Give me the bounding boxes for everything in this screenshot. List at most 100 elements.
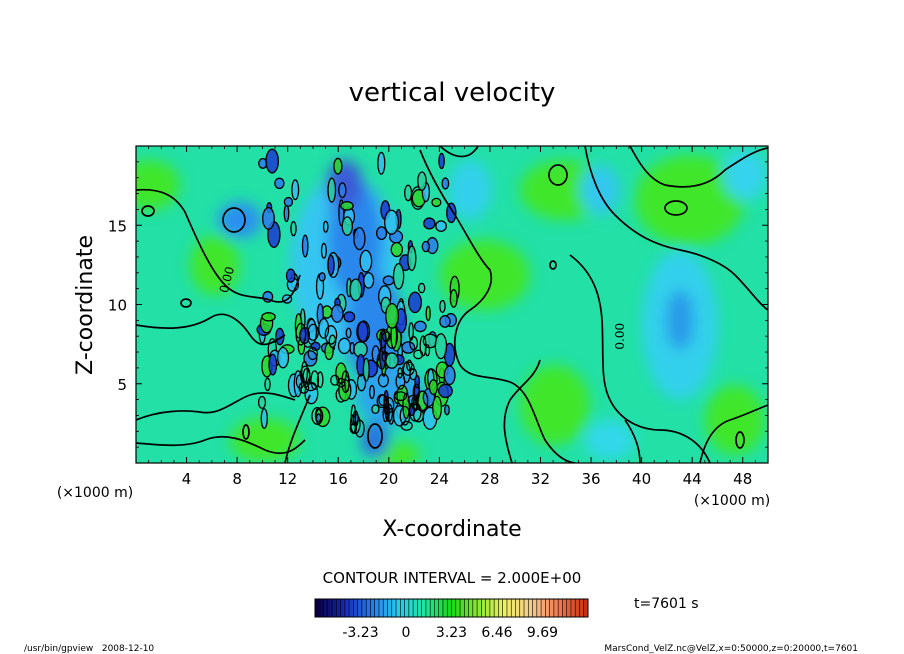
convective-cell	[330, 374, 340, 386]
convective-cell	[432, 395, 443, 420]
contour-line	[503, 359, 541, 463]
colorbar-swatch	[353, 599, 358, 617]
colorbar-swatch	[349, 599, 354, 617]
convective-cell	[311, 406, 324, 425]
colorbar-swatch	[425, 599, 431, 617]
convective-cell	[384, 209, 400, 235]
contour-line	[419, 149, 576, 463]
convective-cell	[285, 268, 296, 283]
colorbar-swatch	[455, 599, 461, 617]
contour-line	[136, 392, 296, 421]
convective-cell	[362, 357, 370, 382]
convective-cell	[336, 377, 346, 388]
convective-cell	[416, 390, 429, 412]
convective-cell	[316, 371, 324, 389]
convective-cell	[357, 320, 371, 343]
convective-cell	[379, 329, 387, 349]
contour-line	[629, 146, 768, 188]
convective-cell	[439, 315, 451, 328]
convective-cell	[338, 182, 347, 199]
colorbar-swatch	[447, 599, 452, 617]
convective-cell	[337, 337, 351, 355]
convective-cell	[330, 304, 344, 323]
convective-cell	[431, 197, 442, 208]
colorbar-swatch	[481, 599, 486, 617]
colorbar-tick-label: 6.46	[481, 625, 512, 641]
convective-cell	[307, 323, 319, 341]
x-axis: 4 8 12 16 20 24 28 32 36 40 44 48	[148, 146, 756, 488]
colorbar-swatch	[366, 599, 371, 617]
convective-cell	[409, 336, 419, 351]
colorbar-swatch	[400, 599, 405, 617]
colorbar-swatch	[327, 599, 333, 617]
y-tick-label: 5	[117, 376, 127, 394]
colorbar-swatch	[451, 599, 457, 617]
convective-cell	[421, 240, 431, 253]
colorbar-swatch	[374, 599, 380, 617]
convective-cell	[425, 305, 431, 322]
contour-line	[584, 146, 768, 311]
colorbar-swatch	[536, 599, 542, 617]
contour-value-label: 0.00	[613, 323, 627, 350]
contour-line	[439, 146, 479, 158]
colorbar-swatch	[553, 599, 559, 617]
x-tick-label: 40	[632, 470, 651, 488]
convective-cell	[363, 272, 375, 289]
contour-line	[664, 200, 688, 216]
convective-cell	[377, 373, 389, 388]
colorbar-swatch	[344, 599, 350, 617]
contour-line	[699, 404, 768, 463]
colorbar-swatch	[434, 599, 440, 617]
convective-cell	[343, 311, 356, 323]
convective-cell	[301, 234, 309, 258]
convective-cell	[407, 245, 417, 272]
convective-cell	[412, 408, 425, 423]
convective-cell	[428, 379, 439, 395]
convective-cell	[262, 207, 275, 230]
colorbar-swatch	[370, 599, 376, 617]
contour-line	[222, 207, 246, 233]
convective-cell	[310, 370, 320, 390]
convective-cell	[369, 384, 375, 400]
contour-interval-label: CONTOUR INTERVAL = 2.000E+00	[323, 569, 582, 587]
colorbar-swatch	[332, 599, 337, 617]
x-tick-label: 32	[531, 470, 550, 488]
colorbar-swatch	[464, 599, 469, 617]
convective-cell	[310, 341, 321, 351]
colorbar-swatch	[532, 599, 538, 617]
colorbar-swatch	[519, 599, 525, 617]
convective-cell	[413, 349, 424, 360]
convective-cell	[265, 148, 280, 174]
convective-cell	[382, 275, 395, 286]
convective-cell	[419, 335, 427, 357]
convective-cell	[340, 201, 354, 211]
colorbar-swatch	[489, 599, 495, 617]
chart-title: vertical velocity	[349, 78, 556, 108]
colorbar-swatch	[438, 599, 444, 617]
colorbar-swatch	[579, 599, 585, 617]
colorbar-swatch	[545, 599, 550, 617]
colorbar-swatch	[387, 599, 393, 617]
colorbar-swatch	[477, 599, 482, 617]
convective-speckle	[256, 148, 460, 438]
footer-right: MarsCond_VelZ.nc@VelZ,x=0:50000,z=0:2000…	[604, 644, 858, 654]
colorbar-swatch	[357, 599, 363, 617]
convective-cell	[413, 320, 427, 333]
colorbar-swatch	[378, 599, 384, 617]
colorbar-swatch	[468, 599, 474, 617]
time-label: t=7601 s	[634, 596, 699, 612]
colorbar-swatch	[404, 599, 410, 617]
convective-cell	[376, 393, 388, 409]
convective-cell	[402, 361, 411, 384]
convective-cell	[314, 408, 322, 423]
convective-cell	[327, 254, 335, 276]
colorbar-swatch	[340, 599, 346, 617]
colorbar-swatch	[583, 599, 589, 617]
convective-cell	[341, 216, 353, 236]
colorbar-swatch	[460, 599, 465, 617]
x-tick-label: 12	[278, 470, 297, 488]
colorbar-frame	[314, 598, 589, 618]
colorbar-swatch	[361, 599, 367, 617]
convective-cell	[260, 408, 268, 429]
